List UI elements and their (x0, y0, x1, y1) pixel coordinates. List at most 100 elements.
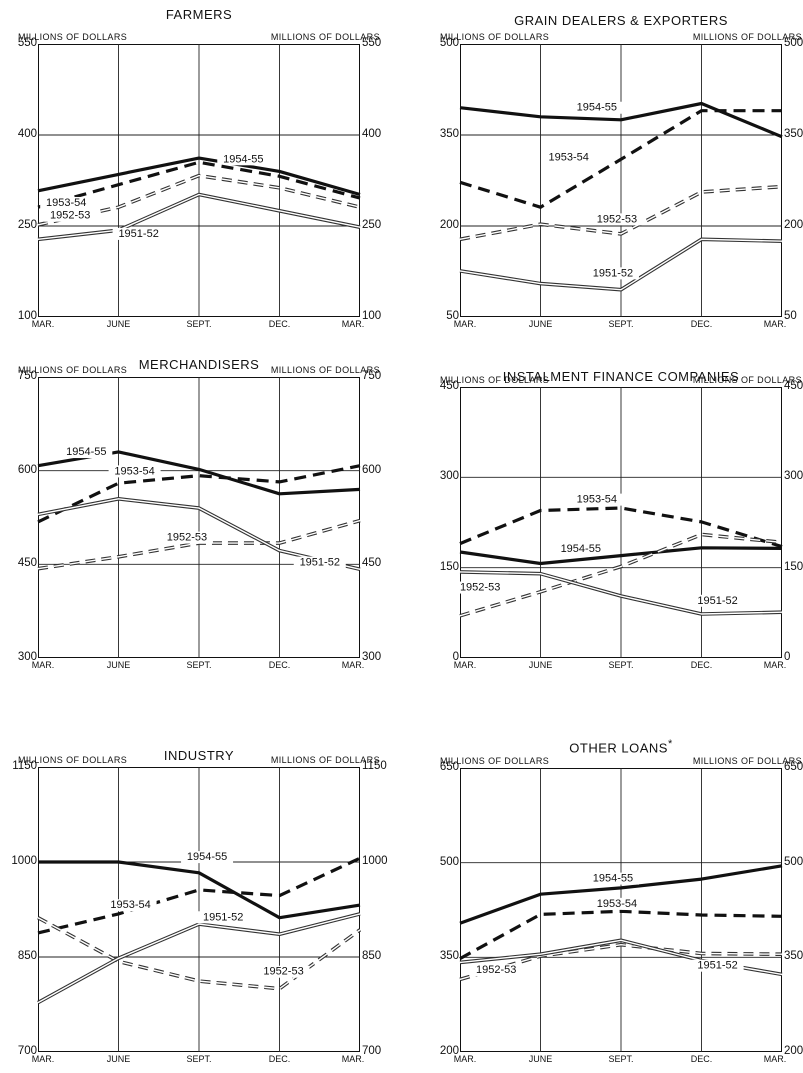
y-tick-label-right: 300 (362, 651, 382, 663)
x-tick-label: MAR. (31, 1054, 55, 1064)
series-label: 1952-53 (263, 965, 303, 977)
series-label: 1951-52 (299, 556, 339, 568)
y-tick-label-right: 1000 (362, 855, 388, 867)
chart-title: GRAIN DEALERS & EXPORTERS (460, 13, 782, 28)
x-tick-label: MAR. (341, 1054, 365, 1064)
y-axis-label-right: MILLIONS OF DOLLARS (270, 365, 380, 375)
series-label-bg (691, 594, 744, 607)
y-axis-label-left: MILLIONS OF DOLLARS (18, 32, 128, 42)
series-label: 1954-55 (560, 543, 600, 555)
series-line-1954-55 (459, 863, 782, 925)
chart-title-text: OTHER LOANS (569, 740, 668, 756)
series-line-1954-55 (37, 156, 361, 196)
x-tick-label: SEPT. (186, 1054, 212, 1064)
chart-title-text: INSTALMENT FINANCE COMPANIES (502, 369, 740, 384)
y-tick-label-left: 200 (439, 219, 459, 231)
chart-title: MERCHANDISERS (38, 357, 360, 372)
y-tick-label-right: 150 (784, 560, 803, 573)
x-tick-label: MAR. (763, 1054, 787, 1064)
y-tick-label-left: 750 (17, 370, 37, 382)
y-axis-label-left: MILLIONS OF DOLLARS (440, 756, 550, 766)
x-tick-label: MAR. (763, 319, 787, 329)
series-line-1954-55 (459, 545, 782, 565)
x-tick-label: MAR. (763, 660, 787, 670)
y-axis-label-right: MILLIONS OF DOLLARS (692, 375, 802, 385)
series-path-inner (37, 912, 360, 1003)
series-line-1953-54 (459, 108, 782, 209)
series-label: 1952-53 (166, 531, 206, 543)
series-path-inner (37, 193, 360, 240)
series-label: 1953-54 (596, 897, 636, 909)
series-label: 1954-55 (576, 101, 616, 113)
series-label: 1951-52 (697, 594, 737, 606)
series-label-bg (691, 959, 744, 972)
y-tick-label-right: 550 (362, 37, 382, 49)
chart-title: INSTALMENT FINANCE COMPANIES (460, 369, 782, 384)
chart-title-text: GRAIN DEALERS & EXPORTERS (514, 13, 728, 28)
y-tick-label-right: 0 (784, 651, 791, 663)
series-label-bg (293, 556, 346, 569)
series-label: 1953-54 (548, 151, 588, 163)
y-tick-label-left: 0 (452, 651, 459, 663)
series-path (37, 160, 361, 209)
y-tick-label-right: 600 (362, 463, 382, 476)
title-footnote-mark: * (667, 738, 673, 750)
y-tick-label-left: 500 (439, 855, 459, 868)
y-axis-label-left: MILLIONS OF DOLLARS (18, 365, 128, 375)
y-tick-label-left: 350 (439, 128, 459, 140)
y-tick-label-right: 300 (784, 470, 803, 483)
series-label: 1951-52 (203, 911, 243, 923)
series-label-bg (108, 465, 161, 478)
series-label: 1952-53 (50, 209, 90, 221)
y-axis-label-left: MILLIONS OF DOLLARS (440, 375, 550, 385)
plot-area: 1954-55 1953-54 1952-53 1951-52 (37, 43, 361, 317)
y-axis-label-right: MILLIONS OF DOLLARS (692, 32, 802, 42)
y-tick-label-right: 450 (362, 557, 382, 570)
y-tick-label-left: 200 (439, 1045, 459, 1057)
series-label: 1954-55 (592, 872, 632, 884)
series-label-bg (257, 965, 310, 978)
series-label: 1953-54 (576, 493, 616, 505)
series-label-bg (43, 209, 96, 222)
y-tick-label-right: 1150 (362, 760, 387, 772)
series-path-inner (459, 185, 782, 240)
series-path-inner (459, 533, 782, 617)
chart-title-text: FARMERS (165, 7, 233, 22)
series-label: 1951-52 (697, 959, 737, 971)
line-chart-svg: 1954-55 1953-54 1952-53 1951-52 (453, 386, 783, 658)
y-tick-label-left: 300 (439, 470, 459, 483)
series-label: 1951-52 (118, 228, 158, 240)
y-tick-label-right: 400 (362, 128, 382, 140)
x-tick-label: JUNE (528, 660, 553, 670)
y-tick-label-left: 100 (17, 310, 37, 322)
series-path (459, 545, 782, 565)
y-tick-label-left: 600 (17, 463, 37, 476)
plot-area: 1954-55 1953-54 1952-53 1951-52 (453, 386, 783, 658)
series-label-bg (590, 897, 643, 910)
y-tick-label-right: 100 (362, 310, 382, 322)
y-axis-label-left: MILLIONS OF DOLLARS (18, 755, 128, 765)
x-tick-label: MAR. (453, 1054, 477, 1064)
line-chart-svg: 1954-55 1953-54 1952-53 1951-52 (36, 376, 361, 658)
series-label-bg (216, 152, 269, 165)
line-chart-svg: 1954-55 1953-54 1952-53 1951-52 (458, 767, 782, 1052)
y-tick-label-left: 450 (439, 380, 459, 392)
series-line-1952-53 (459, 532, 782, 618)
y-tick-label-right: 250 (362, 219, 382, 231)
series-label: 1953-54 (46, 197, 86, 209)
series-label: 1953-54 (110, 899, 150, 911)
y-tick-label-right: 750 (362, 370, 382, 382)
x-tick-label: JUNE (106, 660, 131, 670)
series-line-1953-54 (37, 856, 361, 935)
plot-area: 1954-55 1953-54 1952-53 1951-52 (36, 766, 361, 1052)
series-path (459, 863, 782, 925)
series-line-1952-53 (459, 942, 782, 981)
y-axis-label-right: MILLIONS OF DOLLARS (270, 755, 380, 765)
y-axis-label-right: MILLIONS OF DOLLARS (270, 32, 380, 42)
x-tick-label: SEPT. (608, 1054, 634, 1064)
series-label-bg (160, 531, 213, 544)
y-tick-label-right: 650 (784, 761, 803, 773)
series-path-inner (459, 238, 782, 291)
x-tick-label: DEC. (690, 660, 713, 670)
